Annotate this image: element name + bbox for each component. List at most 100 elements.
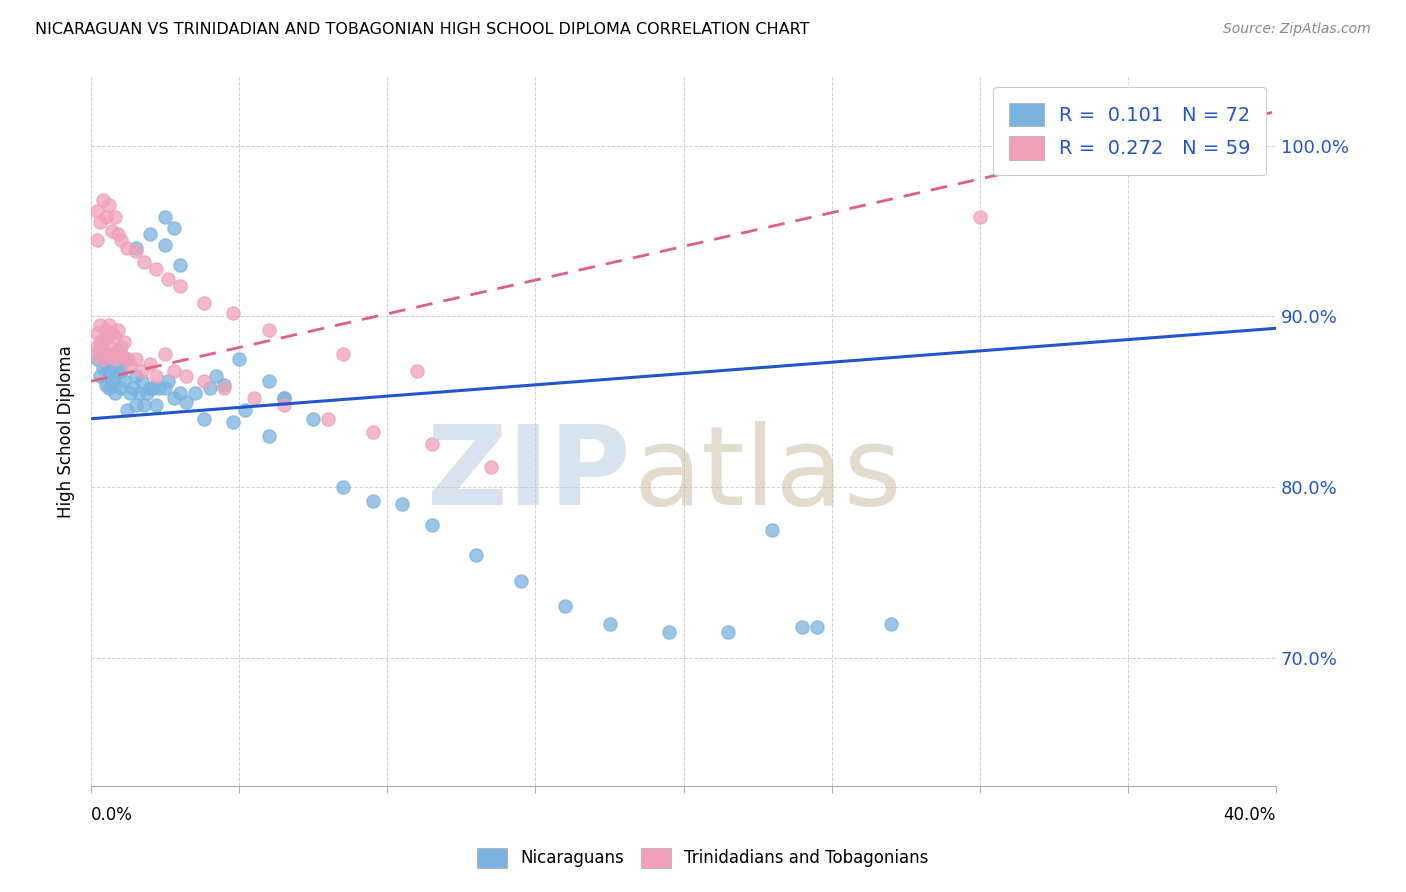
Point [1191,159,1213,173]
Point [107,227,129,242]
Point [233,403,256,417]
Point [107,343,129,358]
Point [509,574,531,588]
Legend: Nicaraguans, Trinidadians and Tobagonians: Nicaraguans, Trinidadians and Tobagonian… [471,841,935,875]
Point [163,220,186,235]
Point [316,411,339,425]
Point [257,374,280,388]
Point [89,343,111,358]
Point [86,351,108,366]
Point [104,386,127,401]
Point [139,227,162,242]
Point [420,517,443,532]
Point [214,377,236,392]
Y-axis label: High School Diploma: High School Diploma [58,345,75,518]
Point [332,480,354,494]
Point [174,369,197,384]
Point [806,620,828,634]
Point [115,351,138,366]
Point [193,374,215,388]
Point [94,323,117,337]
Point [115,351,138,366]
Point [174,394,197,409]
Point [163,391,186,405]
Point [228,351,250,366]
Point [479,459,502,474]
Point [204,369,226,384]
Point [222,306,245,320]
Point [790,620,813,634]
Point [110,347,132,361]
Point [761,523,783,537]
Point [104,211,127,225]
Point [94,357,117,371]
Point [184,386,207,401]
Point [658,625,681,640]
Point [139,381,162,395]
Point [163,364,186,378]
Text: NICARAGUAN VS TRINIDADIAN AND TOBAGONIAN HIGH SCHOOL DIPLOMA CORRELATION CHART: NICARAGUAN VS TRINIDADIAN AND TOBAGONIAN… [35,22,810,37]
Point [273,398,295,412]
Point [198,381,221,395]
Point [361,425,384,440]
Point [273,391,295,405]
Point [110,381,132,395]
Point [124,351,146,366]
Point [104,351,127,366]
Point [332,347,354,361]
Point [101,347,124,361]
Point [97,340,120,354]
Point [361,493,384,508]
Point [193,295,215,310]
Point [104,330,127,344]
Point [124,398,146,412]
Point [121,381,143,395]
Point [302,411,325,425]
Point [134,254,156,268]
Text: 40.0%: 40.0% [1223,806,1277,824]
Point [94,211,117,225]
Text: 0.0%: 0.0% [91,806,134,824]
Point [169,386,191,401]
Point [118,386,141,401]
Point [124,244,146,259]
Point [115,403,138,417]
Point [97,318,120,332]
Point [110,364,132,378]
Point [153,237,176,252]
Point [153,211,176,225]
Point [91,360,114,375]
Point [128,386,150,401]
Point [110,340,132,354]
Point [115,241,138,255]
Point [145,398,167,412]
Text: ZIP: ZIP [427,420,630,527]
Point [97,381,120,395]
Point [257,429,280,443]
Point [880,616,903,631]
Point [91,334,114,349]
Point [406,364,429,378]
Point [169,258,191,272]
Point [257,323,280,337]
Point [145,261,167,276]
Point [101,224,124,238]
Point [101,326,124,341]
Point [136,386,159,401]
Point [243,391,266,405]
Point [94,347,117,361]
Point [420,437,443,451]
Point [142,381,165,395]
Point [89,369,111,384]
Point [717,625,740,640]
Point [94,377,117,392]
Point [110,233,132,247]
Point [107,347,129,361]
Point [86,340,108,354]
Point [157,272,180,286]
Point [94,330,117,344]
Point [139,357,162,371]
Point [554,599,576,614]
Point [131,374,153,388]
Point [86,326,108,341]
